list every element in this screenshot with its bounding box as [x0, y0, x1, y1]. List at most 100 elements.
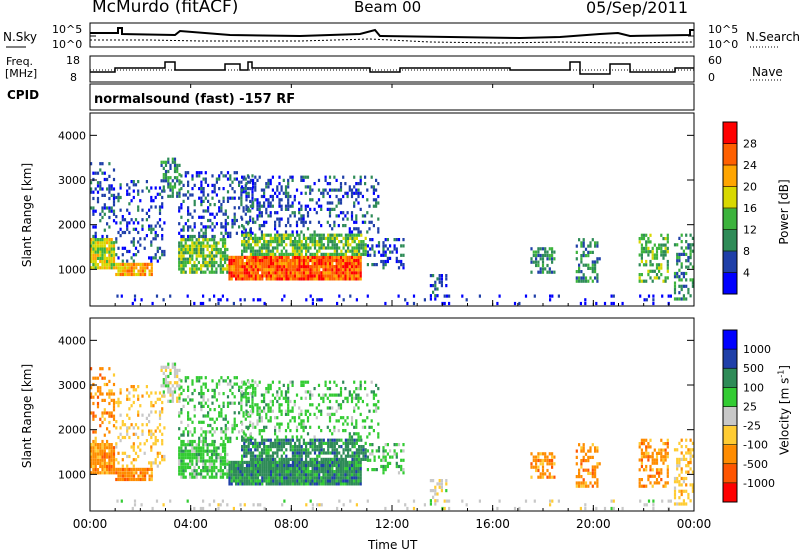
velocity-cell	[594, 446, 597, 450]
velocity-cell	[328, 412, 332, 416]
power-cell	[589, 266, 592, 270]
velocity-cell	[260, 429, 263, 433]
power-cell	[666, 240, 669, 244]
velocity-cell	[278, 403, 281, 407]
velocity-cell	[339, 406, 343, 410]
velocity-cell	[249, 385, 252, 389]
velocity-cell	[289, 380, 292, 384]
power-cell	[235, 255, 238, 259]
velocity-cell	[366, 499, 369, 503]
velocity-cell	[252, 441, 255, 445]
power-cell	[230, 265, 233, 269]
power-cell	[189, 270, 192, 274]
power-cell	[359, 182, 362, 186]
power-cell	[537, 247, 540, 251]
power-cell	[638, 279, 641, 283]
velocity-cell	[184, 469, 187, 473]
power-cell	[178, 163, 181, 167]
velocity-cell	[309, 390, 312, 394]
power-cell	[393, 244, 396, 248]
power-cell	[274, 265, 277, 269]
power-cell	[164, 179, 168, 183]
velocity-cell	[167, 399, 170, 403]
power-cell	[171, 191, 174, 195]
velocity-cell	[645, 451, 648, 455]
power-cell	[106, 177, 109, 182]
velocity-cell	[218, 414, 221, 418]
power-cell	[353, 246, 356, 250]
power-cell	[108, 190, 111, 194]
velocity-cell	[206, 452, 209, 457]
velocity-cell	[241, 448, 244, 452]
power-cell	[229, 174, 232, 178]
velocity-cell	[553, 475, 556, 479]
power-cell	[217, 301, 220, 306]
velocity-cell	[364, 448, 367, 452]
power-cell	[150, 266, 153, 270]
velocity-cell	[220, 414, 223, 418]
power-cell	[204, 180, 207, 184]
velocity-cell	[137, 394, 140, 398]
power-cell	[150, 269, 153, 273]
power-cell	[289, 236, 292, 240]
velocity-cell	[333, 470, 336, 474]
power-cell	[218, 209, 221, 213]
velocity-cell	[429, 489, 432, 493]
power-cell	[375, 244, 378, 248]
power-cell	[202, 215, 205, 219]
velocity-cell	[112, 424, 116, 428]
power-cell	[191, 193, 194, 197]
power-cell	[241, 277, 244, 281]
velocity-cell	[287, 406, 290, 410]
velocity-cell	[148, 461, 151, 465]
power-cell	[287, 194, 290, 199]
velocity-cell	[193, 452, 196, 457]
velocity-cell	[204, 443, 207, 447]
power-cell	[313, 255, 316, 259]
power-cell	[204, 270, 207, 274]
velocity-cell	[307, 448, 310, 452]
power-cell	[263, 258, 266, 263]
velocity-cell	[171, 393, 174, 397]
velocity-cell	[541, 465, 545, 469]
velocity-cell	[158, 423, 162, 427]
velocity-cell	[339, 393, 343, 397]
power-cell	[327, 246, 330, 250]
velocity-cell	[440, 485, 443, 489]
power-cell	[304, 265, 308, 269]
velocity-cell	[638, 481, 641, 485]
velocity-cell	[306, 380, 310, 384]
power-cell	[90, 241, 93, 245]
velocity-cell	[108, 367, 111, 371]
velocity-cell	[287, 387, 290, 391]
velocity-cell	[578, 468, 581, 472]
velocity-cell	[180, 443, 183, 447]
velocity-cell	[328, 429, 332, 433]
power-cell	[150, 240, 153, 244]
power-cell	[180, 187, 183, 191]
power-cell	[254, 252, 257, 256]
velocity-cell	[94, 464, 97, 469]
power-cell	[307, 262, 310, 266]
velocity-cell	[370, 380, 373, 384]
velocity-cell	[258, 409, 261, 413]
velocity-cell	[313, 467, 316, 471]
power-cell	[280, 265, 284, 269]
power-cell	[110, 250, 113, 254]
velocity-cell	[434, 502, 437, 506]
velocity-cell	[271, 451, 275, 455]
velocity-cell	[230, 463, 233, 468]
velocity-cell	[228, 473, 231, 477]
velocity-cell	[350, 482, 354, 486]
power-cell	[364, 236, 367, 240]
velocity-cell	[382, 471, 385, 475]
power-cell	[108, 162, 111, 166]
power-cell	[647, 246, 650, 250]
power-cell	[235, 218, 238, 223]
power-cell	[291, 178, 294, 182]
power-cell	[248, 268, 251, 272]
power-cell	[645, 250, 648, 254]
power-cell	[92, 266, 95, 270]
power-cell	[289, 274, 292, 278]
power-cell	[92, 250, 95, 254]
